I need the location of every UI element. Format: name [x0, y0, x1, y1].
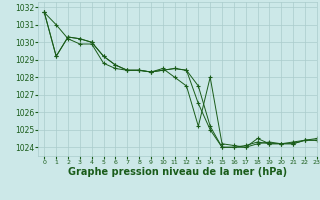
X-axis label: Graphe pression niveau de la mer (hPa): Graphe pression niveau de la mer (hPa)	[68, 167, 287, 177]
